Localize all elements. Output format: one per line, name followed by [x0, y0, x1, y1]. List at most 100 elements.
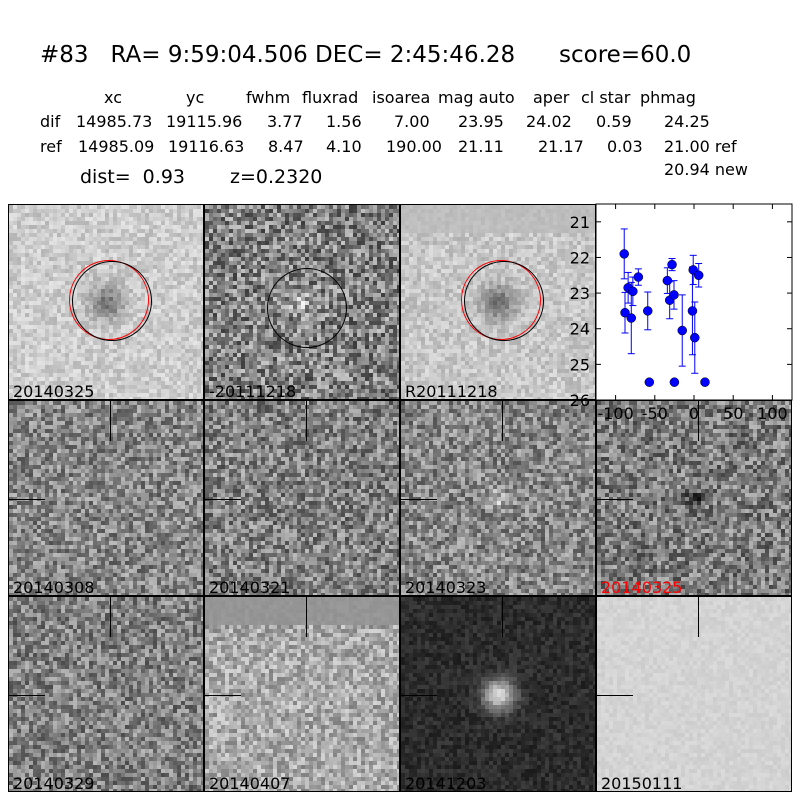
- candidate-title: #83 RA= 9:59:04.506 DEC= 2:45:46.28 scor…: [40, 42, 692, 68]
- y-tick-label: 25: [570, 355, 590, 374]
- data-point: [633, 272, 644, 282]
- crosshair-horizontal: [9, 695, 45, 696]
- crosshair-vertical: [502, 597, 503, 637]
- column-header: phmag: [640, 88, 696, 107]
- column-header: fwhm: [246, 88, 291, 107]
- crosshair-vertical: [110, 401, 111, 441]
- stamp-date-label: 20140407: [209, 774, 291, 792]
- image-stamp-epoch[interactable]: 20140407: [204, 596, 400, 792]
- image-stamp-epoch[interactable]: 20140321: [204, 400, 400, 596]
- table-cell: 21.11: [458, 137, 504, 156]
- x-tick-label: 50: [723, 404, 743, 423]
- stamp-date-label: 20141203: [405, 774, 487, 792]
- table-cell: 24.02: [526, 112, 572, 131]
- column-header: aper: [533, 88, 570, 107]
- image-stamp-epoch[interactable]: 20140323: [400, 400, 596, 596]
- image-stamp-epoch[interactable]: 20140308: [8, 400, 204, 596]
- stamp-image: [205, 401, 399, 595]
- column-header: xc: [104, 88, 122, 107]
- detection-circle: [267, 268, 347, 348]
- stamp-date-label: 20140325: [13, 382, 95, 400]
- table-cell: 0.03: [607, 137, 643, 156]
- table-cell: 7.00: [394, 112, 430, 131]
- crosshair-vertical: [306, 401, 307, 441]
- crosshair-horizontal: [401, 499, 437, 500]
- y-tick-label: 26: [570, 391, 590, 410]
- crosshair-vertical: [502, 401, 503, 441]
- light-curve-plot: 21 22 23 24 25 26 -100 -50 0 50 100: [570, 203, 793, 423]
- stamp-image: [401, 401, 595, 595]
- row-label: dif: [40, 112, 61, 131]
- data-point: [619, 249, 629, 259]
- table-cell: 14985.73: [76, 112, 153, 131]
- table-cell: 4.10: [326, 137, 362, 156]
- y-tick-label: 22: [570, 248, 590, 267]
- detection-circle: [464, 261, 544, 341]
- stamp-date-label: 20140329: [13, 774, 95, 792]
- image-stamp-epoch[interactable]: 20141203: [400, 596, 596, 792]
- stamp-image: [205, 597, 399, 791]
- detection-circle: [72, 261, 152, 341]
- stamp-date-label: 20140321: [209, 578, 291, 596]
- column-header: fluxrad: [302, 88, 359, 107]
- image-stamp-epoch[interactable]: 20140325: [596, 400, 792, 596]
- data-point: [669, 290, 679, 300]
- crosshair-vertical: [698, 597, 699, 637]
- x-tick-label: -50: [642, 404, 668, 423]
- data-point: [669, 377, 680, 387]
- column-header: mag auto: [438, 88, 515, 107]
- stamp-image: [9, 401, 203, 595]
- table-cell: 3.77: [267, 112, 303, 131]
- table-cell: 24.25: [664, 112, 710, 131]
- data-point: [687, 306, 698, 316]
- dist-value: dist= 0.93: [80, 166, 185, 188]
- image-stamp-new[interactable]: 20140325: [8, 204, 204, 400]
- data-point: [693, 270, 704, 281]
- stamp-date-label: R20111218: [405, 382, 498, 400]
- crosshair-horizontal: [401, 695, 437, 696]
- phmag-new: 20.94 new: [664, 160, 748, 179]
- data-point: [700, 377, 710, 387]
- y-tick-label: 24: [570, 320, 590, 339]
- data-point: [628, 286, 638, 297]
- image-stamp-epoch[interactable]: 20140329: [8, 596, 204, 792]
- data-point: [662, 275, 673, 286]
- table-cell: 14985.09: [78, 137, 155, 156]
- crosshair-horizontal: [597, 499, 633, 500]
- table-cell: 19116.63: [168, 137, 245, 156]
- data-point: [690, 332, 700, 343]
- stamp-image: [597, 401, 791, 595]
- stamp-date-label: -20111218: [209, 382, 297, 400]
- data-point: [642, 306, 653, 316]
- row-label: ref: [40, 137, 62, 156]
- x-tick-label: 100: [757, 404, 788, 423]
- y-tick-label: 23: [570, 284, 590, 303]
- table-cell: 1.56: [326, 112, 362, 131]
- redshift-value: z=0.2320: [230, 166, 323, 188]
- crosshair-vertical: [698, 401, 699, 441]
- column-header: cl star: [581, 88, 631, 107]
- stamp-date-label: 20140325: [601, 578, 683, 596]
- crosshair-vertical: [110, 597, 111, 637]
- crosshair-horizontal: [205, 695, 241, 696]
- table-cell: 21.00 ref: [664, 137, 737, 156]
- image-stamp-ref[interactable]: R20111218: [400, 204, 596, 400]
- crosshair-horizontal: [9, 499, 45, 500]
- data-point: [667, 259, 677, 270]
- stamp-date-label: 20140308: [13, 578, 95, 596]
- y-tick-label: 21: [570, 213, 590, 232]
- table-cell: 190.00: [386, 137, 442, 156]
- stamp-image: [9, 597, 203, 791]
- data-point: [626, 313, 637, 323]
- crosshair-horizontal: [205, 499, 241, 500]
- image-stamp-epoch[interactable]: 20150111: [596, 596, 792, 792]
- stamp-image: [401, 597, 595, 791]
- crosshair-horizontal: [597, 695, 633, 696]
- x-tick-label: 0: [689, 404, 699, 423]
- table-cell: 8.47: [268, 137, 304, 156]
- table-cell: 21.17: [538, 137, 584, 156]
- image-stamp-diff[interactable]: -20111218: [204, 204, 400, 400]
- table-cell: 0.59: [596, 112, 632, 131]
- data-point: [620, 307, 630, 318]
- table-cell: 19115.96: [166, 112, 243, 131]
